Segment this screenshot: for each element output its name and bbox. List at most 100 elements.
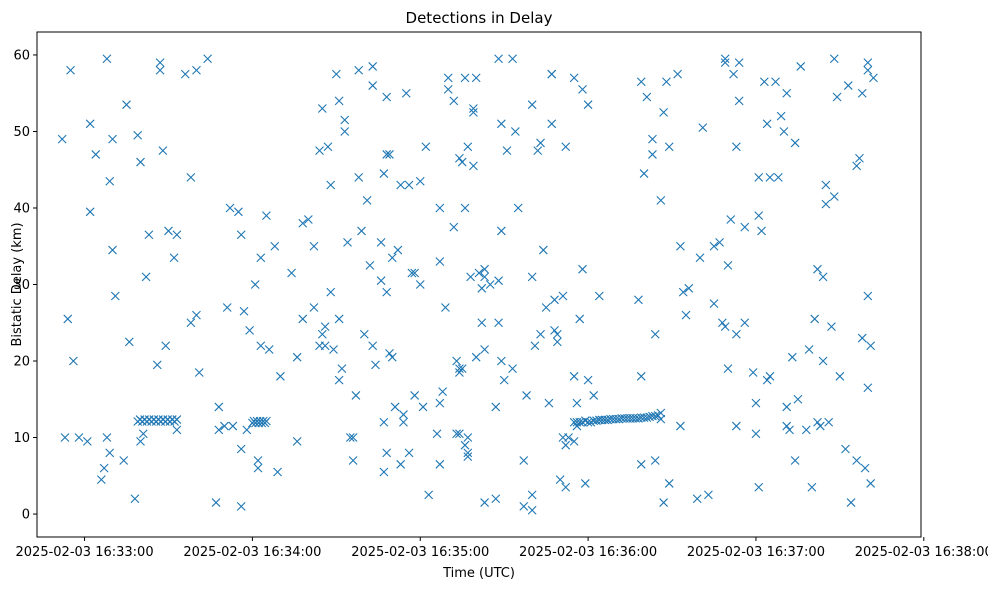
- data-point: [480, 498, 489, 507]
- data-point: [544, 398, 554, 408]
- data-point: [357, 226, 366, 236]
- data-point: [547, 69, 557, 79]
- data-point: [234, 207, 243, 217]
- data-point: [164, 226, 173, 236]
- data-point: [256, 253, 266, 263]
- data-point: [287, 268, 296, 278]
- data-point: [326, 180, 336, 190]
- data-point: [463, 448, 473, 458]
- data-point: [829, 54, 839, 64]
- data-point: [334, 314, 344, 324]
- data-point: [253, 456, 263, 465]
- data-point: [678, 287, 688, 297]
- data-point: [709, 241, 719, 251]
- data-point: [717, 318, 727, 328]
- x-axis: 2025-02-03 16:33:00 2025-02-03 16:34:00 20…: [16, 537, 988, 560]
- data-point: [676, 421, 685, 431]
- data-point: [320, 341, 330, 351]
- data-points: [57, 54, 878, 515]
- data-point: [133, 130, 143, 140]
- data-point: [558, 291, 568, 301]
- data-point: [793, 394, 803, 404]
- data-point: [561, 440, 571, 450]
- data-point: [455, 429, 464, 439]
- data-point: [863, 65, 873, 75]
- data-point: [138, 429, 148, 439]
- x-tick-label: 2025-02-03 16:35:00: [351, 545, 489, 560]
- data-point: [320, 322, 330, 331]
- data-point: [522, 391, 531, 400]
- data-point: [460, 203, 470, 213]
- data-point: [692, 494, 702, 504]
- data-point: [110, 291, 120, 301]
- data-point: [496, 356, 506, 366]
- data-point: [424, 490, 434, 500]
- data-point: [676, 241, 685, 251]
- data-point: [192, 310, 201, 320]
- data-point: [659, 498, 669, 507]
- data-point: [866, 341, 876, 351]
- data-point: [443, 73, 453, 83]
- data-point: [536, 329, 545, 339]
- data-point: [824, 417, 834, 427]
- data-point: [664, 479, 674, 488]
- data-point: [155, 58, 165, 67]
- data-point: [385, 150, 394, 159]
- data-point: [594, 291, 604, 301]
- data-point: [228, 421, 238, 431]
- data-point: [192, 65, 201, 75]
- data-point: [443, 84, 453, 94]
- data-point: [222, 303, 232, 312]
- data-point: [214, 425, 224, 435]
- data-point: [460, 73, 470, 83]
- data-point: [387, 352, 397, 362]
- data-point: [555, 475, 565, 485]
- data-point: [368, 81, 378, 90]
- y-tick-label: 20: [13, 355, 30, 370]
- data-point: [317, 104, 327, 113]
- data-point: [432, 429, 442, 439]
- data-point: [236, 444, 246, 454]
- data-point: [648, 150, 657, 159]
- data-point: [382, 92, 392, 102]
- data-point: [855, 153, 864, 163]
- data-point: [533, 146, 543, 155]
- data-point: [681, 310, 691, 320]
- data-point: [552, 337, 562, 347]
- data-point: [650, 329, 660, 339]
- data-point: [759, 77, 769, 87]
- data-point: [827, 322, 836, 331]
- data-point: [376, 276, 386, 286]
- data-point: [841, 444, 850, 454]
- data-point: [387, 253, 397, 263]
- data-point: [648, 134, 657, 144]
- data-point: [731, 421, 741, 431]
- data-point: [379, 169, 389, 178]
- x-tick-label: 2025-02-03 16:33:00: [16, 545, 154, 560]
- data-point: [684, 283, 694, 293]
- data-point: [455, 364, 464, 374]
- data-point: [410, 391, 420, 400]
- data-point: [550, 326, 559, 335]
- data-point: [435, 257, 445, 266]
- data-point: [469, 107, 478, 117]
- data-point: [510, 127, 520, 136]
- data-point: [351, 391, 361, 400]
- data-point: [860, 463, 870, 473]
- data-point: [698, 123, 708, 133]
- data-point: [796, 62, 806, 71]
- data-point: [401, 88, 411, 98]
- data-point: [102, 433, 112, 442]
- data-point: [734, 58, 744, 67]
- data-point: [460, 440, 470, 450]
- x-tick-label: 2025-02-03 16:36:00: [519, 545, 657, 560]
- data-point: [832, 92, 842, 102]
- data-point: [334, 96, 344, 106]
- y-tick-label: 60: [13, 48, 30, 63]
- data-point: [561, 482, 571, 492]
- data-point: [639, 169, 649, 178]
- data-point: [659, 107, 669, 117]
- data-point: [457, 157, 467, 167]
- data-point: [729, 69, 738, 79]
- data-point: [751, 398, 761, 408]
